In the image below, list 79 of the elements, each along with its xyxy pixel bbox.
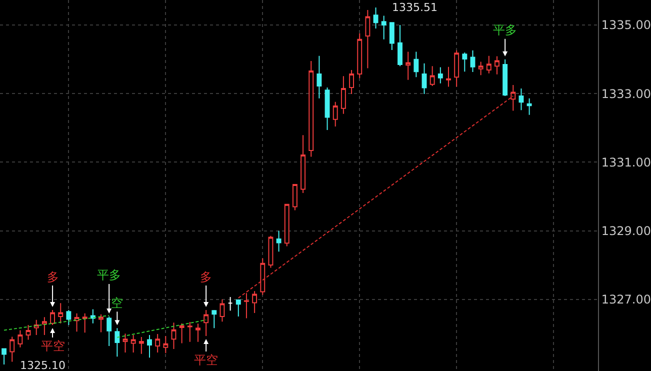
candlestick xyxy=(526,98,532,116)
candlestick xyxy=(292,184,298,211)
candlestick xyxy=(373,7,378,29)
candlestick xyxy=(510,84,516,112)
y-tick-label: 1327.00 xyxy=(601,292,651,307)
candlestick xyxy=(316,55,322,99)
annotation: 平多 xyxy=(493,23,517,37)
candlestick xyxy=(74,312,80,332)
candlestick xyxy=(332,101,338,128)
candlestick xyxy=(430,66,435,87)
candlestick xyxy=(179,322,184,344)
candlestick xyxy=(2,348,7,365)
candlestick xyxy=(349,69,354,94)
candlestick xyxy=(260,258,266,296)
candlestick xyxy=(204,309,209,337)
candlestick xyxy=(106,316,112,346)
candlestick xyxy=(98,314,104,333)
candlestick xyxy=(462,52,468,72)
candlestick xyxy=(114,328,120,358)
annotation: 多 xyxy=(47,270,59,284)
y-tick-label: 1333.00 xyxy=(601,86,651,101)
candlestick xyxy=(66,309,72,326)
candlestick xyxy=(42,316,47,336)
candlestick xyxy=(228,296,233,312)
candlestick xyxy=(381,15,386,40)
candlestick xyxy=(58,302,64,324)
candlestick xyxy=(518,88,524,111)
annotation: 1325.10 xyxy=(20,359,66,371)
candlestick xyxy=(340,76,346,114)
candlestick xyxy=(357,32,362,79)
annotation: 1335.51 xyxy=(392,1,438,14)
candlestick xyxy=(486,55,492,74)
y-tick-label: 1331.00 xyxy=(601,155,651,170)
candlestick xyxy=(365,9,370,69)
candlestick xyxy=(389,22,394,51)
annotation: 多 xyxy=(200,270,212,284)
y-tick-label: 1335.00 xyxy=(601,18,651,32)
annotation: 平多 xyxy=(97,268,121,282)
candlestick xyxy=(122,333,128,353)
candlestick xyxy=(308,60,314,158)
candlestick xyxy=(34,319,39,336)
candlestick xyxy=(236,298,241,317)
candlestick xyxy=(300,134,306,194)
annotation: 平空 xyxy=(194,353,218,367)
candlestick xyxy=(244,292,249,319)
candlestick xyxy=(220,298,225,322)
candlestick xyxy=(398,24,402,67)
candlestick xyxy=(324,86,330,130)
candlestick xyxy=(414,51,419,78)
candlestick xyxy=(171,322,176,350)
candlestick xyxy=(212,309,217,329)
candlestick xyxy=(187,321,192,342)
candlestick xyxy=(422,62,427,94)
candlestick xyxy=(196,323,200,342)
candlestick xyxy=(454,50,460,88)
candlestick xyxy=(438,66,443,84)
candlestick xyxy=(163,336,168,354)
candlestick xyxy=(10,336,15,362)
candlestick xyxy=(284,204,290,247)
candlestick xyxy=(478,61,484,76)
candlestick xyxy=(446,66,451,88)
annotation: 空 xyxy=(111,296,123,310)
candlestick xyxy=(147,334,152,358)
candlestick xyxy=(82,312,88,334)
candlestick xyxy=(502,58,508,97)
candlestick xyxy=(494,56,500,75)
candlestick xyxy=(18,330,23,348)
annotation: 平空 xyxy=(41,339,65,353)
candlestick xyxy=(26,324,31,340)
candlestick xyxy=(276,230,282,252)
candlestick xyxy=(252,290,258,314)
candlestick xyxy=(155,333,160,353)
candlestick xyxy=(406,51,411,80)
candlestick xyxy=(470,50,476,73)
candlestick xyxy=(138,336,144,354)
candlestick xyxy=(268,235,274,268)
candlestick xyxy=(130,334,136,353)
y-tick-label: 1329.00 xyxy=(601,224,651,238)
candlestick xyxy=(50,309,56,326)
